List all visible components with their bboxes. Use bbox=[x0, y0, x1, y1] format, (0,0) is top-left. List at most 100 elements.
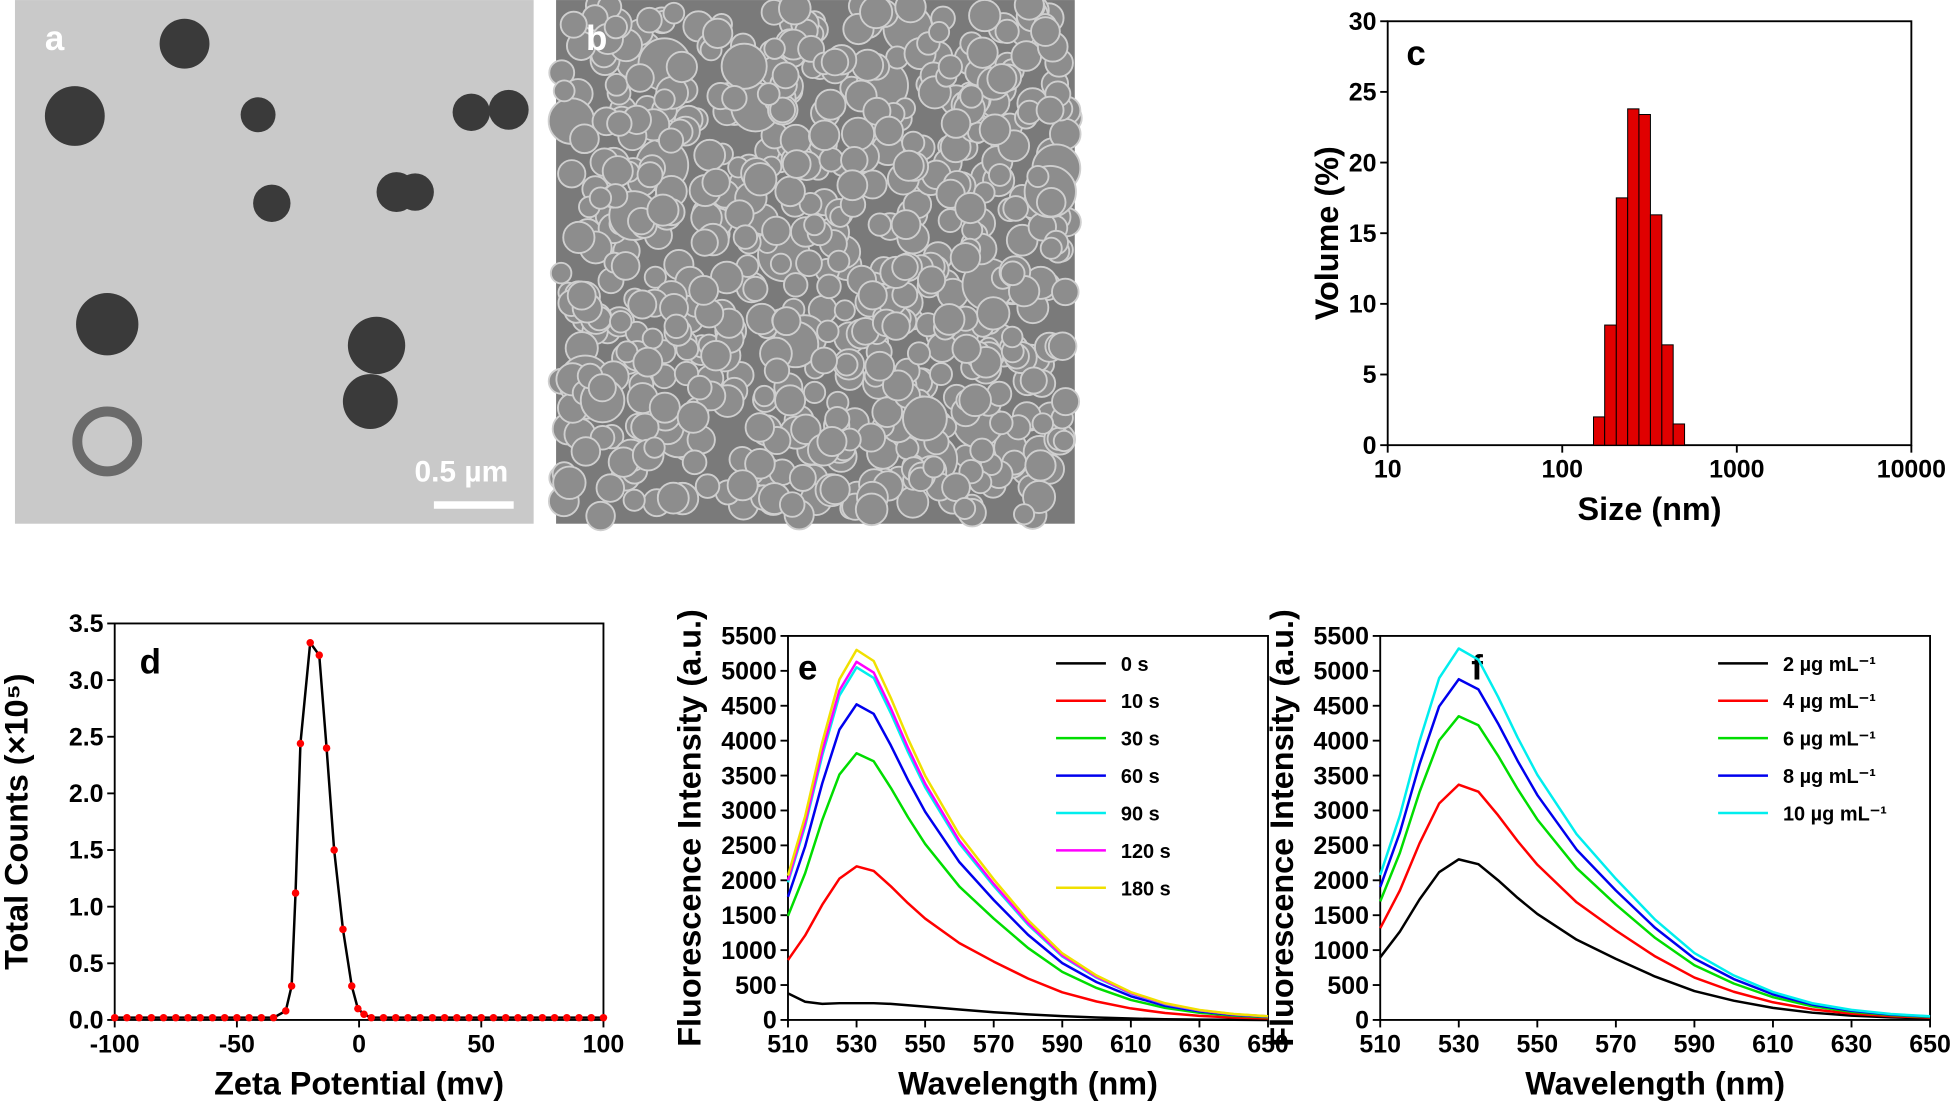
y-tick-label: 1500 bbox=[1314, 902, 1369, 930]
particle bbox=[601, 155, 634, 188]
marker bbox=[440, 1013, 449, 1022]
x-tick-label: 50 bbox=[467, 1030, 495, 1058]
bar bbox=[1592, 416, 1606, 446]
particle bbox=[953, 497, 977, 520]
particle bbox=[892, 149, 925, 182]
particle bbox=[663, 313, 689, 340]
series-line bbox=[786, 751, 1269, 1019]
particle bbox=[627, 289, 658, 320]
x-tick-label: 510 bbox=[1359, 1030, 1401, 1058]
particle bbox=[566, 280, 597, 311]
particle bbox=[610, 251, 641, 281]
particle bbox=[763, 357, 791, 384]
particle bbox=[932, 303, 966, 336]
y-tick-label: 1000 bbox=[721, 937, 776, 965]
marker bbox=[339, 925, 347, 934]
x-tick-label: 550 bbox=[1517, 1030, 1559, 1058]
scale-bar bbox=[433, 501, 514, 509]
plot-frame bbox=[787, 634, 1269, 1021]
marker bbox=[550, 1013, 559, 1022]
y-tick-label: 3000 bbox=[1314, 797, 1369, 825]
particle bbox=[569, 123, 600, 155]
plot-frame bbox=[1379, 634, 1931, 1021]
marker bbox=[159, 1013, 168, 1022]
particle bbox=[562, 220, 596, 255]
y-tick-label: 5000 bbox=[1314, 658, 1369, 686]
particle bbox=[587, 373, 617, 403]
particles bbox=[44, 18, 529, 477]
micrograph-b: b 1 µm bbox=[547, 0, 1232, 532]
marker bbox=[135, 1013, 143, 1022]
y-tick-label: 0 bbox=[1363, 432, 1377, 460]
marker bbox=[315, 651, 323, 659]
particle bbox=[902, 395, 948, 442]
particle bbox=[1019, 366, 1048, 395]
particle bbox=[810, 346, 838, 375]
particle bbox=[648, 391, 681, 424]
particle bbox=[790, 413, 822, 445]
legend-label: 120 s bbox=[1121, 841, 1171, 863]
particle bbox=[820, 47, 850, 77]
particle bbox=[949, 242, 982, 274]
particle bbox=[700, 339, 732, 372]
marker bbox=[367, 1013, 376, 1022]
particle bbox=[636, 161, 664, 189]
x-tick-label: 590 bbox=[1041, 1030, 1083, 1058]
particle bbox=[1022, 480, 1057, 514]
particle bbox=[653, 88, 676, 111]
y-tick-label: 5000 bbox=[721, 658, 776, 686]
y-tick-label: 3000 bbox=[721, 797, 776, 825]
particle bbox=[743, 162, 778, 197]
y-tick-label: 5500 bbox=[1314, 623, 1369, 651]
particle bbox=[688, 275, 720, 306]
particle bbox=[781, 149, 812, 179]
series-line bbox=[786, 865, 1269, 1020]
marker bbox=[428, 1013, 437, 1022]
particle bbox=[720, 42, 768, 90]
x-tick-label: 650 bbox=[1909, 1030, 1951, 1058]
particle bbox=[1051, 387, 1081, 417]
particle bbox=[864, 350, 896, 382]
particle bbox=[871, 396, 904, 428]
particle bbox=[1030, 16, 1061, 47]
particle bbox=[1013, 503, 1036, 526]
panel-label: d bbox=[140, 642, 161, 681]
x-tick-label: 10000 bbox=[1877, 456, 1946, 484]
y-tick-label: 2.5 bbox=[69, 723, 104, 751]
series-line bbox=[114, 641, 604, 1019]
x-tick-label: 510 bbox=[767, 1030, 809, 1058]
series-line bbox=[1379, 858, 1931, 1020]
series-line bbox=[1379, 677, 1931, 1018]
particle bbox=[969, 437, 995, 464]
y-tick-label: 0.5 bbox=[69, 950, 104, 978]
particle bbox=[676, 400, 710, 434]
particle bbox=[604, 72, 629, 97]
x-tick-label: 590 bbox=[1674, 1030, 1716, 1058]
particle bbox=[687, 374, 713, 401]
marker bbox=[360, 1010, 368, 1019]
particle bbox=[803, 213, 826, 237]
particle bbox=[968, 0, 1002, 33]
x-tick-label: 610 bbox=[1752, 1030, 1794, 1058]
marker bbox=[184, 1013, 192, 1022]
particle bbox=[681, 449, 708, 476]
particle bbox=[636, 6, 663, 34]
x-tick-label: 0 bbox=[352, 1030, 366, 1058]
particle bbox=[665, 50, 698, 84]
x-tick-label: 630 bbox=[1831, 1030, 1873, 1058]
y-tick-label: 2.0 bbox=[69, 780, 104, 808]
series-line bbox=[786, 660, 1269, 1018]
y-tick-label: 4500 bbox=[1314, 692, 1369, 720]
y-tick-label: 2000 bbox=[1314, 867, 1369, 895]
particle bbox=[987, 163, 1012, 187]
particle bbox=[643, 436, 666, 459]
y-tick-label: 4500 bbox=[721, 692, 776, 720]
particle bbox=[857, 280, 888, 311]
particle bbox=[1031, 412, 1055, 435]
particle bbox=[894, 0, 927, 24]
y-tick-label: 0 bbox=[763, 1007, 777, 1035]
marker bbox=[123, 1013, 131, 1022]
particle bbox=[937, 54, 963, 80]
particle bbox=[833, 299, 856, 322]
x-tick-label: 610 bbox=[1110, 1030, 1152, 1058]
